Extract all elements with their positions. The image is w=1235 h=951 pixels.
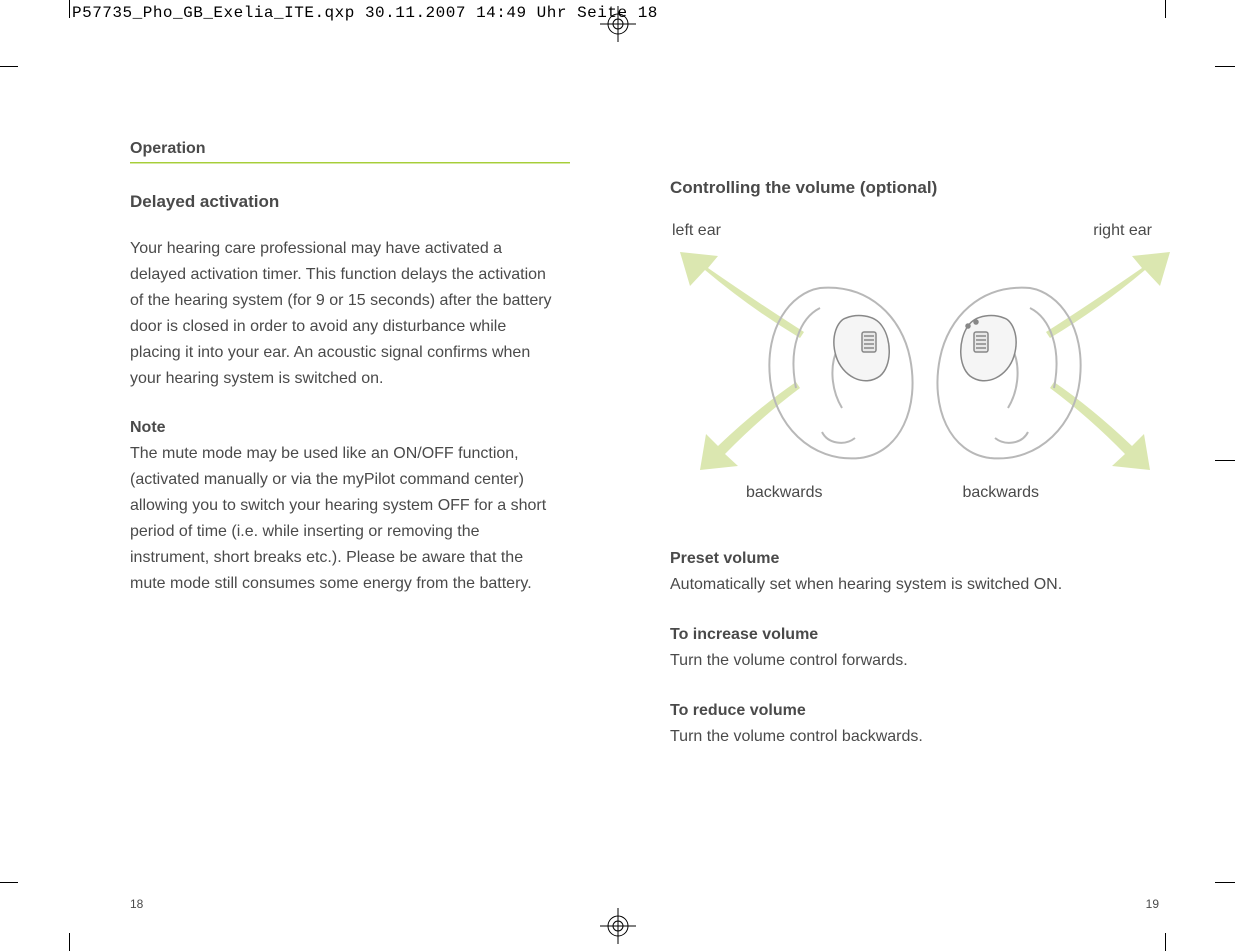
heading-volume: Controlling the volume (optional) xyxy=(670,178,1180,198)
right-ear-label: right ear xyxy=(1093,222,1178,240)
left-device-icon xyxy=(834,316,889,381)
note-block: Note The mute mode may be used like an O… xyxy=(130,415,560,596)
section-title: Operation xyxy=(130,140,560,158)
ear-labels: left ear right ear xyxy=(670,222,1180,240)
left-ear-label: left ear xyxy=(672,222,721,240)
arrow-left-icon xyxy=(680,252,804,338)
backwards-left-label: backwards xyxy=(746,484,822,502)
reduce-heading: To reduce volume xyxy=(670,702,806,719)
right-device-icon xyxy=(961,316,1016,381)
arrow-right-back-icon xyxy=(1050,382,1150,470)
paragraph: Automatically set when hearing system is… xyxy=(670,576,1062,593)
reduce-volume-block: To reduce volume Turn the volume control… xyxy=(670,698,1180,750)
source-file-header: P57735_Pho_GB_Exelia_ITE.qxp 30.11.2007 … xyxy=(72,4,658,22)
increase-heading: To increase volume xyxy=(670,626,818,643)
backwards-right-label: backwards xyxy=(962,484,1038,502)
crop-mark xyxy=(1215,66,1235,67)
ear-diagram xyxy=(670,248,1180,478)
preset-volume-block: Preset volume Automatically set when hea… xyxy=(670,546,1180,598)
note-label: Note xyxy=(130,419,166,436)
right-ear-icon xyxy=(937,288,1080,459)
arrow-right-icon xyxy=(1046,252,1170,338)
page-number-left: 18 xyxy=(130,897,143,911)
arrow-left-back-icon xyxy=(700,382,800,470)
crop-mark xyxy=(69,0,70,18)
preset-heading: Preset volume xyxy=(670,550,779,567)
section-rule xyxy=(130,162,570,164)
left-ear-icon xyxy=(769,288,912,459)
right-column: Controlling the volume (optional) left e… xyxy=(670,140,1180,773)
crop-mark xyxy=(1165,933,1166,951)
increase-volume-block: To increase volume Turn the volume contr… xyxy=(670,622,1180,674)
backwards-labels: backwards backwards xyxy=(670,484,1180,502)
crop-mark xyxy=(1215,460,1235,461)
crop-mark xyxy=(0,66,18,67)
paragraph: Turn the volume control backwards. xyxy=(670,728,923,745)
page-spread: Operation Delayed activation Your hearin… xyxy=(20,60,1195,880)
paragraph: The mute mode may be used like an ON/OFF… xyxy=(130,445,546,592)
heading-delayed-activation: Delayed activation xyxy=(130,192,560,212)
left-column: Operation Delayed activation Your hearin… xyxy=(130,140,560,621)
paragraph: Turn the volume control forwards. xyxy=(670,652,908,669)
crop-mark xyxy=(1215,882,1235,883)
crop-mark xyxy=(0,882,18,883)
crop-mark xyxy=(69,933,70,951)
crop-mark xyxy=(1165,0,1166,18)
paragraph: Your hearing care professional may have … xyxy=(130,236,560,391)
registration-mark-icon xyxy=(600,908,636,944)
page-number-right: 19 xyxy=(1146,897,1159,911)
